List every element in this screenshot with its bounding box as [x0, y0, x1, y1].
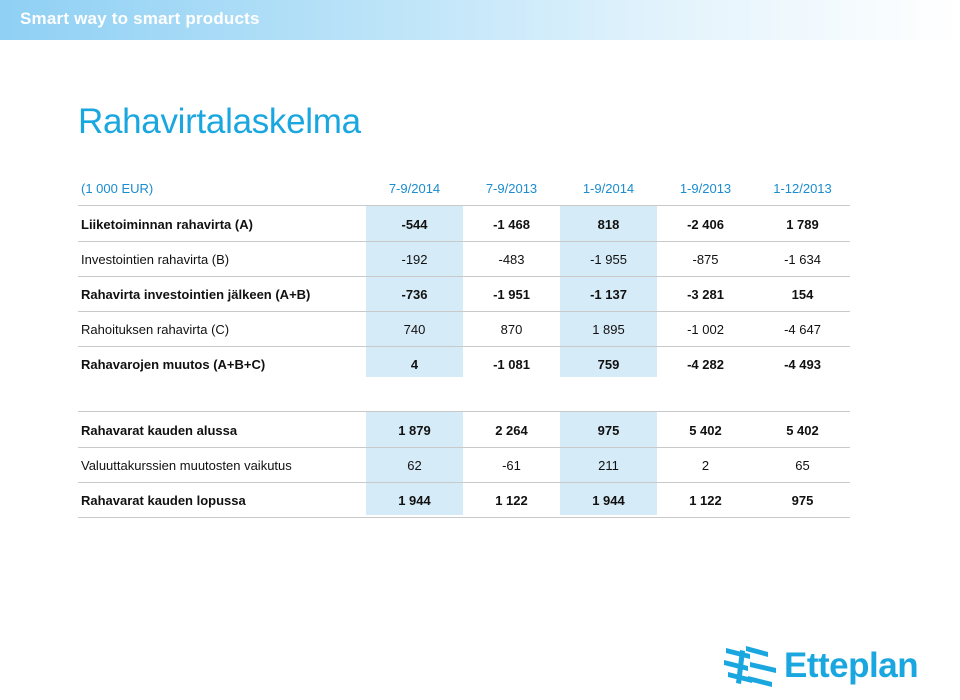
column-highlight-3 — [560, 205, 657, 515]
table-cell: 1 789 — [786, 217, 819, 232]
row-label: Rahoituksen rahavirta (C) — [81, 322, 230, 337]
table-cell: 154 — [791, 287, 814, 302]
table-cell: -483 — [498, 252, 525, 267]
table-cell: -1 002 — [687, 322, 724, 337]
table-row: Rahoituksen rahavirta (C) 740 870 1 895 … — [78, 311, 850, 347]
row-label: Investointien rahavirta (B) — [81, 252, 230, 267]
table-cell: 2 264 — [495, 423, 528, 438]
table-cell: -736 — [401, 287, 428, 302]
table-cell: 211 — [598, 458, 619, 473]
row-label: Liiketoiminnan rahavirta (A) — [81, 217, 253, 232]
table-cell: -1 955 — [590, 252, 627, 267]
table-cell: 1 895 — [592, 322, 625, 337]
table-cell: 1 122 — [689, 493, 722, 508]
table-cell: -544 — [401, 217, 428, 232]
logo-wordmark: Etteplan — [784, 646, 919, 685]
row-label: Rahavarat kauden lopussa — [81, 493, 246, 508]
top-banner: Smart way to smart products — [0, 0, 960, 40]
page-title: Rahavirtalaskelma — [78, 102, 361, 141]
column-highlight-1 — [366, 205, 463, 515]
table-cell: -1 951 — [493, 287, 530, 302]
table-cell: -3 281 — [687, 287, 724, 302]
table-cell: 65 — [795, 458, 810, 473]
row-label: Rahavirta investointien jälkeen (A+B) — [81, 287, 311, 302]
table-row: Valuuttakurssien muutosten vaikutus 62 -… — [78, 447, 850, 483]
column-header: 1-9/2013 — [679, 181, 732, 196]
table-cell: -1 137 — [590, 287, 627, 302]
table-cell: -4 647 — [784, 322, 821, 337]
table-row: Liiketoiminnan rahavirta (A) -544 -1 468… — [78, 206, 850, 242]
table-cell: 62 — [407, 458, 422, 473]
table-cell: 975 — [597, 423, 620, 438]
table-cell: 740 — [403, 322, 426, 337]
table-section-gap — [78, 377, 850, 412]
table-cell: -1 468 — [493, 217, 530, 232]
table-cell: -4 493 — [784, 357, 821, 372]
etteplan-logo-mark-icon — [724, 646, 776, 687]
table-cell: 975 — [791, 493, 814, 508]
table-cell: -4 282 — [687, 357, 724, 372]
column-header: 7-9/2013 — [485, 181, 538, 196]
table-cell: 1 122 — [495, 493, 528, 508]
table-cell: 759 — [597, 357, 620, 372]
table-cell: 2 — [701, 458, 710, 473]
table-cell: -192 — [401, 252, 428, 267]
row-label: Rahavarojen muutos (A+B+C) — [81, 357, 266, 372]
table-row: Rahavirta investointien jälkeen (A+B) -7… — [78, 276, 850, 312]
table-header-row: (1 000 EUR) 7-9/2014 7-9/2013 1-9/2014 1… — [78, 172, 850, 206]
table-cell: 5 402 — [786, 423, 819, 438]
table-cell: 1 944 — [398, 493, 431, 508]
table-cell: -2 406 — [687, 217, 724, 232]
table-cell: 818 — [597, 217, 620, 232]
table-row: Rahavarat kauden lopussa 1 944 1 122 1 9… — [78, 482, 850, 518]
tagline: Smart way to smart products — [20, 9, 260, 28]
table-cell: 870 — [500, 322, 523, 337]
table-cell: -61 — [502, 458, 521, 473]
table-cell: -1 634 — [784, 252, 821, 267]
column-header: 1-12/2013 — [773, 181, 832, 196]
table-cell: 1 879 — [398, 423, 431, 438]
row-label: Rahavarat kauden alussa — [81, 423, 238, 438]
unit-label: (1 000 EUR) — [81, 181, 154, 196]
table-row: Rahavarat kauden alussa 1 879 2 264 975 … — [78, 412, 850, 448]
row-label: Valuuttakurssien muutosten vaikutus — [81, 458, 292, 473]
company-logo: Etteplan — [720, 640, 940, 692]
column-header: 1-9/2014 — [582, 181, 635, 196]
table-cell: 4 — [410, 357, 419, 372]
table-cell: -875 — [692, 252, 719, 267]
table-row: Investointien rahavirta (B) -192 -483 -1… — [78, 241, 850, 277]
column-header: 7-9/2014 — [388, 181, 441, 196]
table-cell: -1 081 — [493, 357, 530, 372]
table-cell: 5 402 — [689, 423, 722, 438]
table-cell: 1 944 — [592, 493, 625, 508]
